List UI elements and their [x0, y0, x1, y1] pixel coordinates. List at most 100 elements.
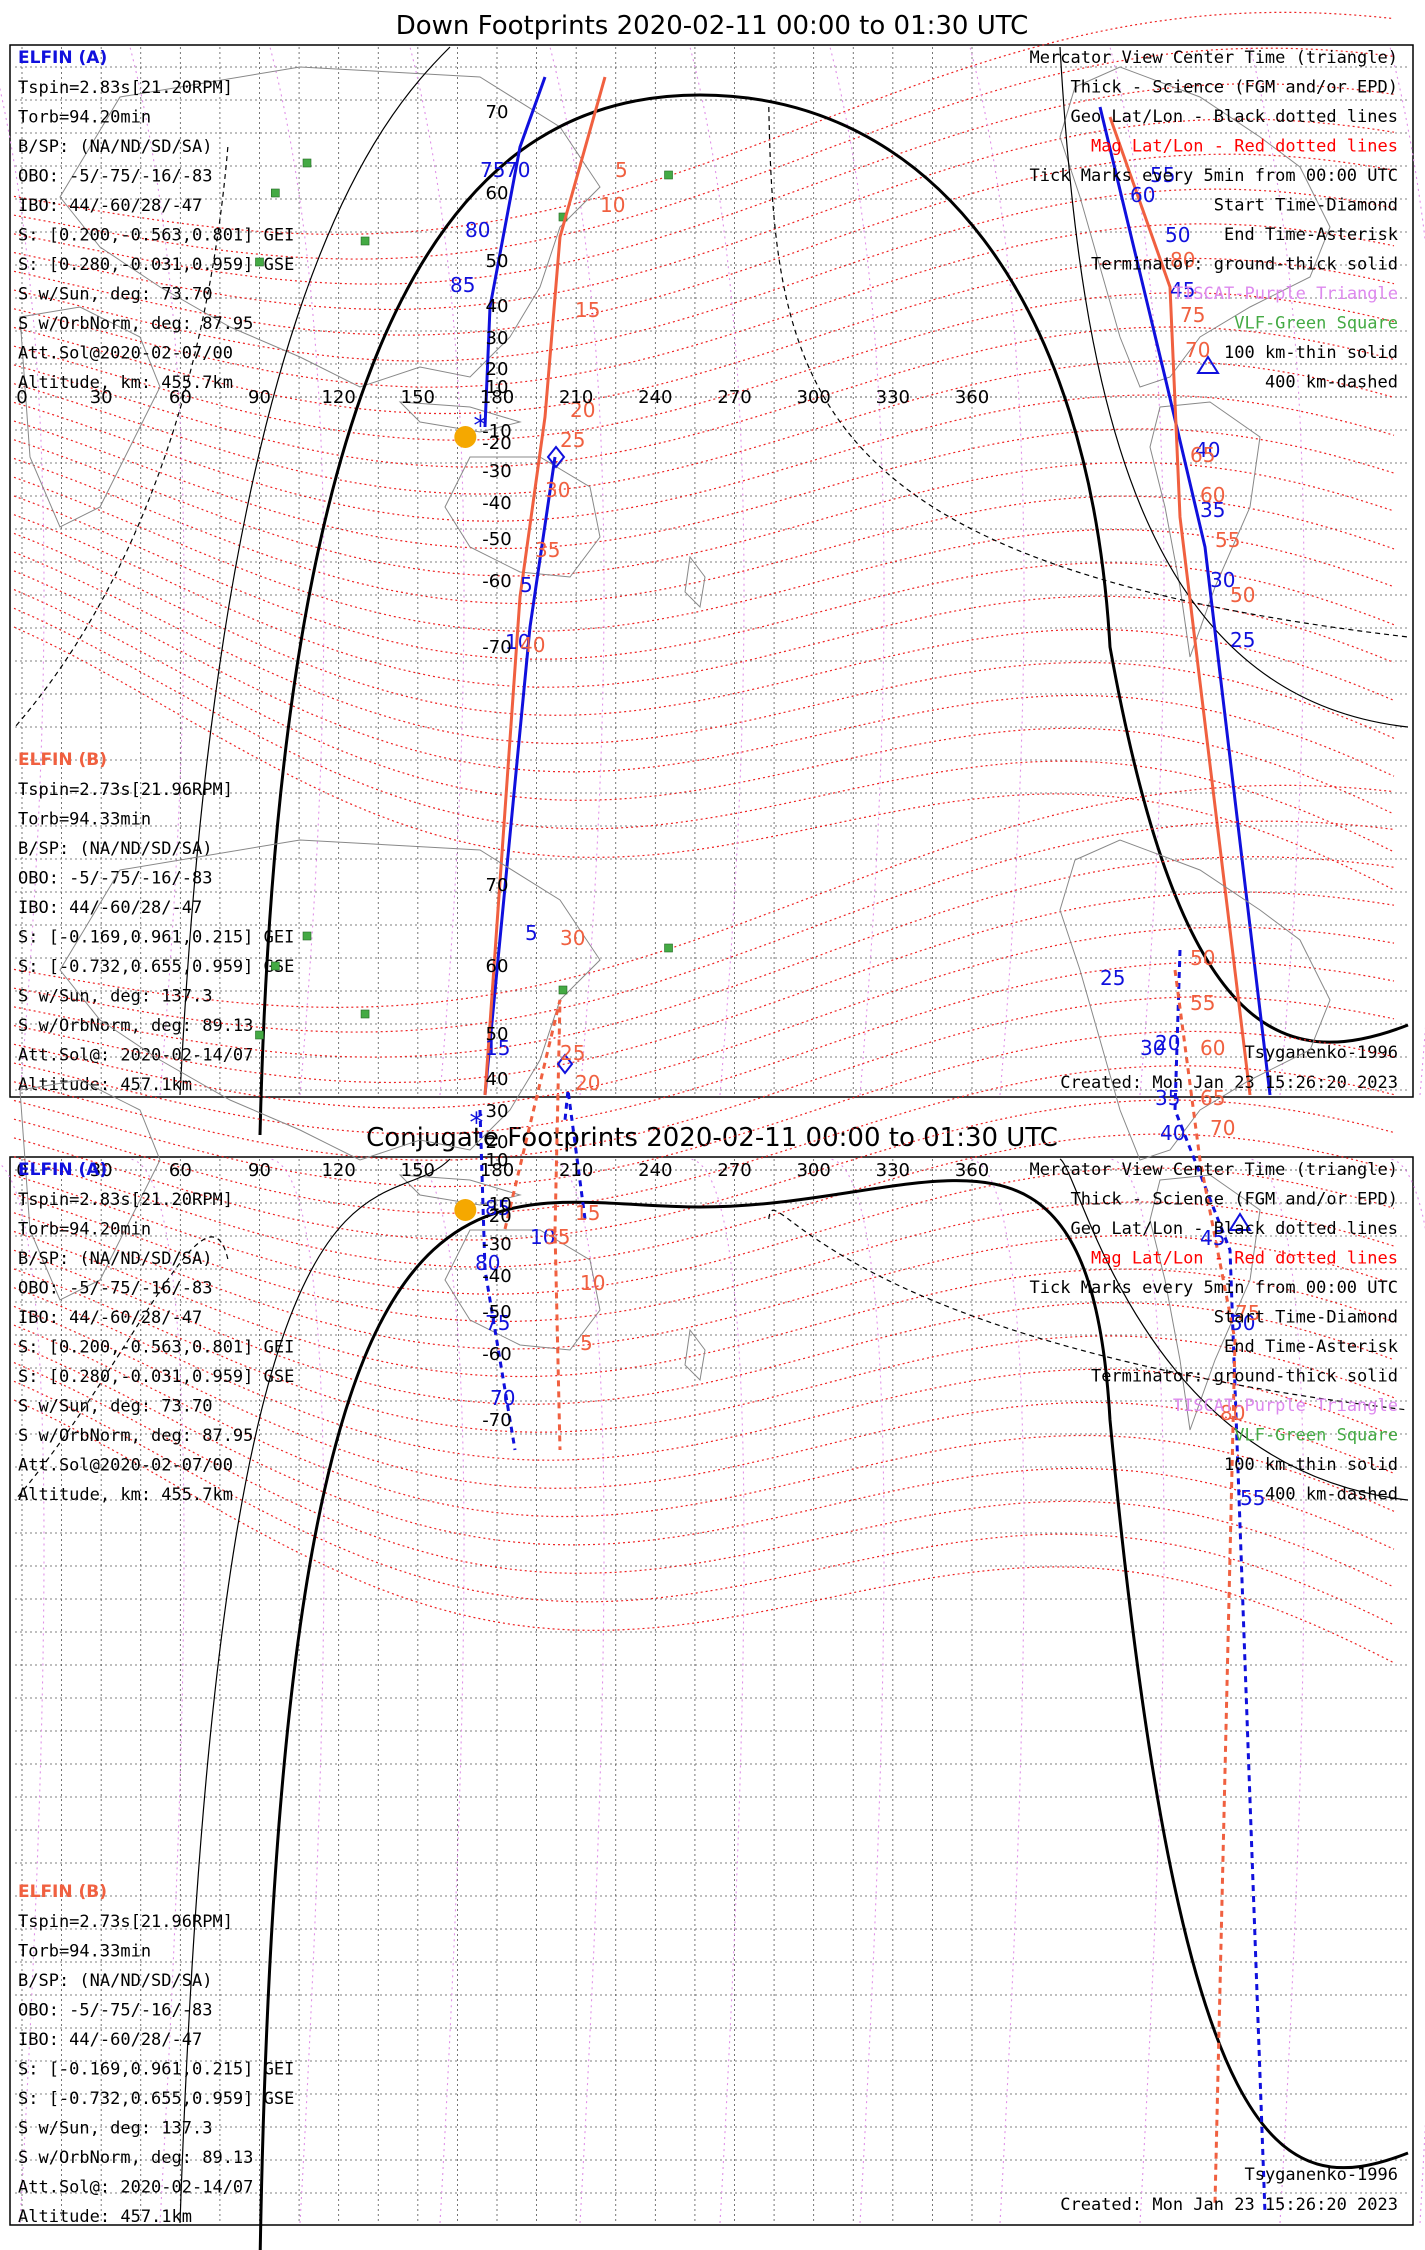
mag-latitude-line	[13, 514, 1395, 688]
longitude-tick-label: 330	[876, 1160, 910, 1181]
track-b-tick-label: 15	[575, 1201, 600, 1225]
mag-longitude-line	[0, 1163, 45, 2224]
track-b-tick-label: 70	[1210, 1116, 1235, 1140]
track-b-tick-label: 55	[1190, 991, 1215, 1015]
elfin-b-info: ELFIN (B) Tspin=2.73s[21.96RPM] Torb=94.33…	[18, 1882, 294, 2227]
elfin-b-parameter: S w/OrbNorm, deg: 89.13	[18, 1016, 253, 1036]
mag-latitude-line	[13, 1133, 1395, 1268]
start-diamond	[556, 1053, 574, 1075]
mag-latitude-line	[13, 1268, 1395, 1433]
track-b-tick-label: 15	[575, 298, 600, 322]
center-triangle	[1196, 355, 1220, 374]
elfin-a-parameter: Altitude, km: 455.7km	[18, 373, 233, 393]
legend-entry: End Time-Asterisk	[1224, 225, 1398, 245]
longitude-tick-label: 210	[559, 387, 593, 408]
latitude-tick-label: 50	[486, 251, 509, 272]
coastline	[1149, 1174, 1261, 1431]
elfin-b-parameter: Tspin=2.73s[21.96RPM]	[18, 780, 233, 800]
track-a-tick-label: 10	[530, 1225, 555, 1249]
longitude-tick-label: 360	[955, 1160, 989, 1181]
elfin-b-parameter: S w/OrbNorm, deg: 89.13	[18, 2148, 253, 2168]
latitude-tick-label: 10	[486, 377, 509, 398]
legend: Mercator View Center Time (triangle) Thic…	[1030, 1160, 1398, 1505]
longitude-tick-label: 270	[717, 1160, 751, 1181]
model-name: Tsyganenko-1996	[1244, 1043, 1398, 1063]
track-a-tick-label: 55	[1150, 163, 1175, 187]
legend-entry: Terminator: ground-thick solid	[1091, 255, 1398, 275]
mag-latitude-line	[13, 1065, 1395, 1214]
track-a-tick-label: 45	[1170, 278, 1195, 302]
mag-longitude-line	[409, 1158, 465, 2224]
conjugate-footprints-panel: Conjugate Footprints 2020-02-11 00:00 to…	[0, 784, 1425, 2250]
elfin-a-parameter: S w/OrbNorm, deg: 87.95	[18, 1426, 253, 1446]
mag-longitude-line	[129, 1158, 185, 2224]
mag-longitude-line	[689, 1158, 745, 2224]
mag-latitude-line	[13, 551, 1395, 745]
track-a-tick-label: 35	[1200, 498, 1225, 522]
mag-latitude-line	[13, 1212, 1395, 1350]
track-b-tick-label: 35	[535, 538, 560, 562]
elfin-a-info: ELFIN (A) Tspin=2.83s[21.20RPM] Torb=94.20…	[18, 48, 294, 393]
track-a-tick-label: 50	[1165, 223, 1190, 247]
mag-latitude-line	[13, 589, 1395, 815]
mag-latitude-line	[13, 1099, 1395, 1241]
coastline	[1149, 401, 1261, 658]
track-b-tick-label: 75	[1235, 1301, 1260, 1325]
terminator-400km	[768, 1209, 1409, 1411]
longitude-tick-label: 90	[248, 387, 271, 408]
mag-latitude-line	[13, 292, 1395, 441]
vlf-station	[664, 943, 673, 953]
terminator-100km	[1059, 46, 1409, 728]
elfin-b-track	[483, 76, 607, 1096]
elfin-b-parameter: OBO: -5/-75/-16/-83	[18, 2001, 212, 2021]
legend-entry: VLF-Green Square	[1234, 1426, 1398, 1446]
longitude-tick-label: 150	[401, 387, 435, 408]
elfin-b-label: ELFIN (B)	[18, 1882, 107, 1902]
latitude-tick-label: 60	[486, 183, 509, 204]
model-name: Tsyganenko-1996	[1244, 2165, 1398, 2185]
mag-latitude-line	[13, 11, 1395, 236]
mag-latitude-line	[13, 153, 1395, 336]
terminator-100km	[179, 46, 451, 1096]
elfin-a-parameter: B/SP: (NA/ND/SD/SA)	[18, 137, 212, 157]
legend-entry: Tick Marks every 5min from 00:00 UTC	[1030, 166, 1398, 186]
track-b-tick-label: 40	[520, 633, 545, 657]
track-a-tick-label: 75	[485, 1311, 510, 1335]
terminator-lines	[14, 46, 1409, 1136]
longitude-tick-label: 60	[169, 1160, 192, 1181]
longitude-tick-label: 180	[480, 1160, 514, 1181]
track-a-tick-label: 35	[1155, 1086, 1180, 1110]
elfin-a-parameter: S w/Sun, deg: 73.70	[18, 1397, 212, 1417]
track-b-tick-label: 65	[1200, 1086, 1225, 1110]
latitude-tick-label: 70	[486, 102, 509, 123]
elfin-b-parameter: Att.Sol@: 2020-02-14/07	[18, 2178, 253, 2198]
map-grid	[15, 47, 1408, 1095]
longitude-tick-label: 240	[638, 1160, 672, 1181]
mag-latitude-line	[13, 961, 1395, 1135]
mag-longitude-line	[549, 1158, 605, 2224]
track-b-tick-label: 25	[560, 428, 585, 452]
mag-latitude-line	[13, 495, 1395, 660]
track-b-tick-label: 50	[1230, 583, 1255, 607]
coastline	[684, 1328, 706, 1382]
track-a-tick-label: 15	[485, 1036, 510, 1060]
track-a-tick-label: 5	[525, 921, 538, 945]
elfin-b-parameter: Tspin=2.73s[21.96RPM]	[18, 1912, 233, 1932]
elfin-b-parameter: Torb=94.33min	[18, 810, 151, 830]
start-diamond	[546, 445, 566, 469]
elfin-a-parameter: Tspin=2.83s[21.20RPM]	[18, 1190, 233, 1210]
elfin-b-parameter: S: [-0.732,0.655,0.959] GSE	[18, 2089, 294, 2109]
latitude-tick-label: 20	[486, 1132, 509, 1153]
track-a-tick-label: 60	[1130, 183, 1155, 207]
latitude-tick-label: -30	[482, 461, 511, 482]
legend-entry: Mag Lat/Lon - Red dotted lines	[1091, 137, 1398, 157]
panel-title: Down Footprints 2020-02-11 00:00 to 01:3…	[396, 11, 1029, 41]
legend-entry: 400 km-dashed	[1265, 373, 1398, 393]
longitude-tick-label: 300	[796, 1160, 830, 1181]
latitude-tick-label: 40	[486, 296, 509, 317]
mag-latitude-line	[13, 47, 1395, 260]
longitude-tick-label: 300	[796, 387, 830, 408]
legend-entry: Terminator: ground-thick solid	[1091, 1367, 1398, 1387]
longitude-tick-label: 30	[90, 387, 113, 408]
